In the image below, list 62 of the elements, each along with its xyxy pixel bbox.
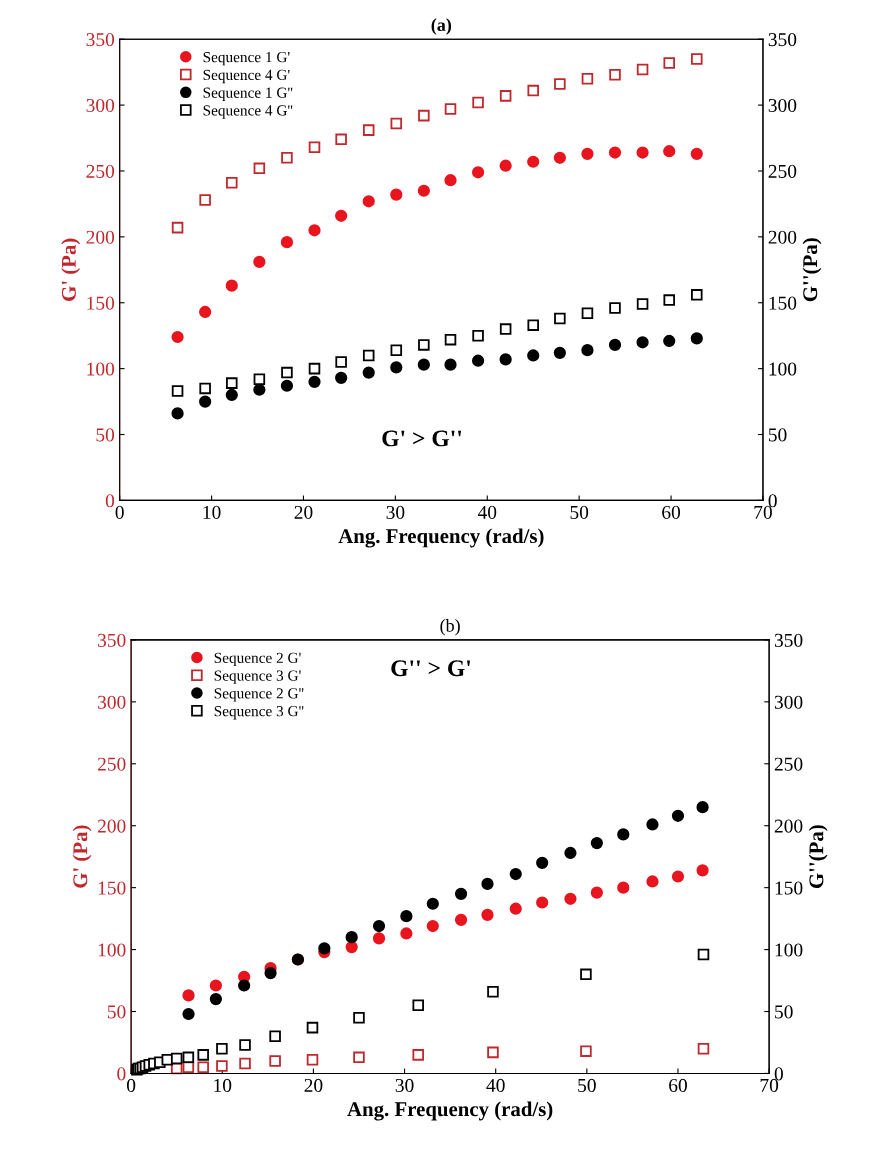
- y2-tick-label: 350: [774, 633, 803, 647]
- y2-tick-label: 150: [769, 296, 797, 310]
- x-tick-label: 10: [214, 1078, 232, 1092]
- y-axis-title: G' (Pa): [72, 825, 92, 888]
- chart-title: (b): [440, 619, 460, 636]
- y2-tick-label: 200: [774, 819, 803, 833]
- y2-tick-label: 250: [768, 164, 797, 178]
- y-tick-label: 200: [97, 819, 126, 833]
- x-tick-label: 50: [578, 1078, 596, 1092]
- y-tick-label: 350: [86, 33, 115, 47]
- x-tick-label: 40: [486, 1078, 505, 1092]
- legend-label: Sequence 1 G'': [203, 87, 293, 101]
- y2-tick-label: 100: [775, 943, 803, 957]
- y2-tick-label: 300: [768, 98, 797, 113]
- x-tick-label: 50: [570, 505, 589, 519]
- y2-tick-label: 300: [774, 695, 803, 709]
- y2-tick-label: 50: [768, 428, 787, 442]
- legend-label: Sequence 2 G'': [214, 688, 304, 702]
- y2-tick-label: 150: [775, 881, 803, 895]
- y2-axis-title: G''(Pa): [802, 238, 822, 302]
- legend-label: Sequence 4 G'': [203, 105, 293, 119]
- x-tick-label: 60: [662, 505, 681, 519]
- x-tick-label: 0: [127, 1078, 136, 1092]
- y2-tick-label: 250: [774, 757, 803, 771]
- x-tick-label: 30: [395, 1078, 414, 1092]
- y2-tick-label: 0: [774, 1067, 783, 1081]
- y-tick-label: 150: [98, 881, 126, 895]
- y-tick-label: 250: [97, 757, 126, 771]
- x-tick-label: 20: [304, 1078, 323, 1092]
- x-tick-label: 30: [386, 505, 405, 519]
- x-tick-label: 10: [203, 505, 221, 519]
- y-tick-label: 50: [107, 1005, 126, 1019]
- y-tick-label: 300: [86, 98, 115, 113]
- y-tick-label: 250: [86, 164, 115, 178]
- y2-axis-title: G''(Pa): [808, 825, 828, 889]
- y-tick-label: 100: [98, 943, 126, 957]
- y2-tick-label: 100: [769, 362, 797, 376]
- annotation: G'' > G': [391, 660, 471, 677]
- x-axis-title: Ang. Frequency (rad/s): [338, 528, 544, 548]
- x-tick-label: 20: [294, 505, 313, 519]
- y2-tick-label: 200: [768, 230, 797, 244]
- y-tick-label: 300: [98, 695, 126, 709]
- chart-title: (a): [431, 18, 452, 35]
- legend-label: Sequence 1 G': [203, 52, 290, 66]
- y-tick-label: 50: [96, 428, 115, 442]
- y-tick-label: 150: [87, 296, 115, 310]
- legend-label: Sequence 2 G': [214, 652, 301, 667]
- annotation: G' > G'': [382, 430, 462, 447]
- x-axis-title: Ang. Frequency (rad/s): [347, 1101, 553, 1121]
- y-tick-label: 200: [86, 230, 115, 244]
- legend-label: Sequence 3 G'': [214, 706, 304, 720]
- y-tick-label: 350: [98, 633, 126, 647]
- x-tick-label: 60: [669, 1078, 687, 1092]
- y2-tick-label: 50: [775, 1005, 793, 1019]
- y2-tick-label: 350: [768, 33, 797, 47]
- y-tick-label: 0: [105, 494, 115, 508]
- y-axis-title: G' (Pa): [61, 238, 81, 301]
- legend-label: Sequence 3 G': [214, 670, 301, 684]
- x-tick-label: 40: [477, 505, 497, 519]
- y-tick-label: 100: [87, 362, 115, 376]
- y-tick-label: 0: [117, 1067, 126, 1081]
- legend-label: Sequence 4 G': [203, 69, 290, 84]
